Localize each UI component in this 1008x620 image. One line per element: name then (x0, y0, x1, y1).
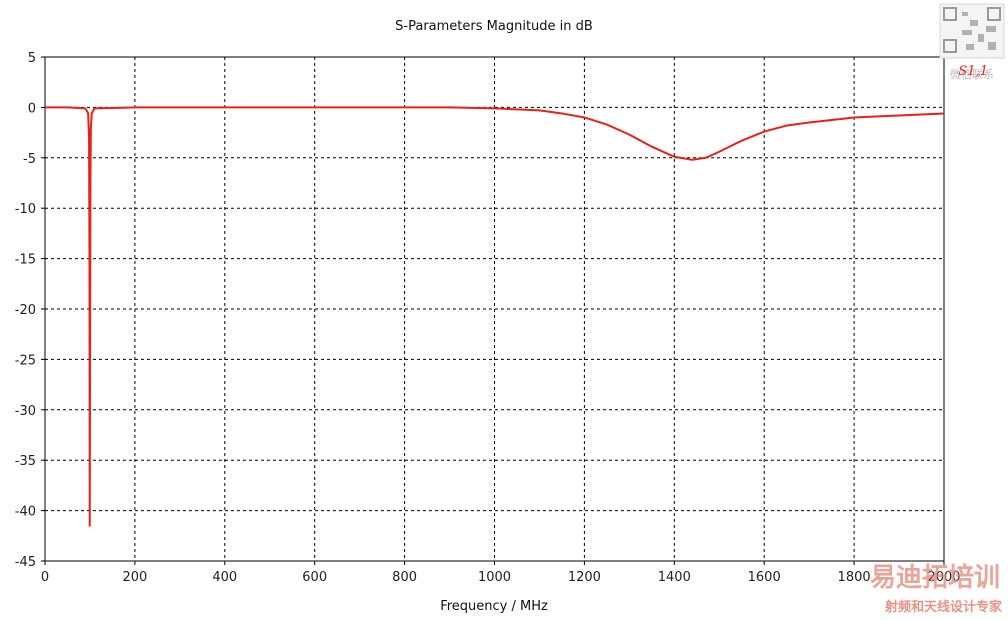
y-axis: 5 0 -5 -10 -15 -20 -25 -30 -35 -40 -45 (15, 51, 45, 570)
chart-title: S-Parameters Magnitude in dB (395, 19, 593, 34)
y-tick-label: -5 (23, 152, 36, 167)
x-tick-label: 600 (302, 570, 327, 585)
x-tick-label: 400 (212, 570, 237, 585)
x-axis-label: Frequency / MHz (440, 599, 548, 614)
series-line-s11 (45, 106, 945, 527)
y-tick-label: -20 (15, 303, 36, 318)
x-tick-label: 1600 (748, 570, 781, 585)
grid (45, 57, 944, 561)
y-tick-label: -45 (15, 555, 36, 570)
x-tick-label: 1400 (658, 570, 691, 585)
x-tick-label: 200 (122, 570, 147, 585)
y-tick-label: 5 (28, 51, 36, 66)
series-layer (45, 106, 945, 527)
qr-code-icon (939, 3, 1005, 59)
legend-entry-s11: S1,1 (958, 64, 988, 79)
y-tick-label: -25 (15, 353, 36, 368)
x-tick-label: 2000 (927, 570, 960, 585)
x-axis: 0 200 400 600 800 1000 1200 1400 1600 1800 2000 (41, 561, 961, 585)
watermark-logo: 易迪拓培训 (870, 563, 1000, 593)
x-tick-label: 1200 (568, 570, 601, 585)
qr-caption: 微信联系 (950, 67, 994, 81)
y-tick-label: -15 (15, 253, 36, 268)
x-tick-label: 1000 (478, 570, 511, 585)
y-tick-label: -40 (15, 505, 36, 520)
x-tick-label: 800 (392, 570, 417, 585)
x-tick-label: 1800 (838, 570, 871, 585)
y-tick-label: -30 (15, 404, 36, 419)
y-tick-label: 0 (28, 101, 36, 116)
y-tick-label: -10 (15, 202, 36, 217)
y-tick-label: -35 (15, 454, 36, 469)
watermark-subtitle: 射频和天线设计专家 (884, 599, 1003, 615)
x-tick-label: 0 (41, 570, 49, 585)
